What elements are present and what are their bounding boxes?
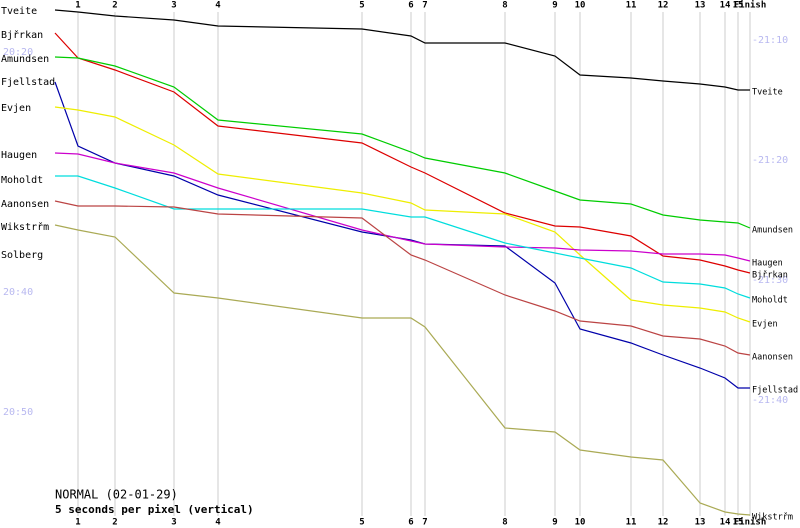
y-tick-label: 20:40 [3, 287, 33, 298]
checkpoint-label: 15 [733, 518, 744, 528]
series-line [54, 81, 750, 389]
series-label-left: Tveite [1, 6, 37, 17]
series-line [54, 200, 751, 356]
checkpoint-label: 8 [502, 518, 507, 528]
series-label-right: Amundsen [752, 226, 793, 236]
series-line [54, 224, 751, 516]
series-line [54, 106, 751, 323]
checkpoint-label: 13 [695, 1, 706, 11]
checkpoint-label: 7 [422, 518, 427, 528]
series-label-right: Bjřrkan [752, 271, 788, 281]
checkpoint-label: 11 [626, 1, 637, 11]
series-line [54, 32, 751, 274]
checkpoint-label: 3 [171, 1, 176, 11]
series-label-left: Moholdt [1, 175, 43, 186]
y2-tick-label: -21:40 [752, 395, 788, 406]
y2-tick-label: -21:30 [752, 275, 788, 286]
checkpoint-label: 4 [215, 1, 221, 11]
checkpoint-label: 13 [695, 518, 706, 528]
series-label-left: Aanonsen [1, 199, 49, 210]
checkpoint-label: 15 [733, 1, 744, 11]
checkpoint-label: 11 [626, 518, 637, 528]
series-label-left: Amundsen [1, 54, 49, 65]
series-label-right: Moholdt [752, 296, 788, 306]
checkpoint-label: 9 [552, 518, 557, 528]
checkpoint-label: 4 [215, 518, 221, 528]
checkpoint-label: 8 [502, 1, 507, 11]
checkpoint-label: 5 [359, 1, 364, 11]
series-label-right: Fjellstad [752, 386, 798, 396]
checkpoint-label: Finish [734, 0, 767, 11]
series-line [54, 9, 750, 91]
series-label-right: Aanonsen [752, 353, 793, 363]
series-label-left: Solberg [1, 250, 43, 261]
checkpoint-label: 14 [720, 1, 731, 11]
checkpoint-label: Finish [734, 517, 767, 528]
y2-tick-label: -21:20 [752, 155, 788, 166]
mode-label: NORMAL (02-01-29) [55, 488, 178, 502]
checkpoint-label: 14 [720, 518, 731, 528]
y2-tick-label: -21:10 [752, 35, 788, 46]
series-line [54, 152, 751, 262]
series-label-right: Evjen [752, 320, 778, 330]
series-label-right: Haugen [752, 259, 783, 269]
series-label-left: Wikstrřm [1, 221, 49, 233]
checkpoint-label: 1 [75, 1, 80, 11]
checkpoint-label: 6 [408, 1, 413, 11]
series-label-left: Evjen [1, 103, 31, 114]
scale-note: 5 seconds per pixel (vertical) [55, 503, 254, 516]
series-label-left: Bjřrkan [1, 29, 43, 41]
series-line [54, 56, 751, 229]
checkpoint-label: 10 [575, 518, 586, 528]
checkpoint-label: 7 [422, 1, 427, 11]
series-label-left: Fjellstad [1, 77, 55, 88]
checkpoint-label: 3 [171, 518, 176, 528]
series-label-right: Wikstrřm [752, 513, 793, 523]
y-tick-label: 20:20 [3, 47, 33, 58]
checkpoint-label: 2 [112, 1, 117, 11]
checkpoint-label: 1 [75, 518, 80, 528]
series-label-right: Tveite [752, 88, 783, 98]
checkpoint-label: 10 [575, 1, 586, 11]
y-tick-label: 20:50 [3, 407, 33, 418]
checkpoint-label: 9 [552, 1, 557, 11]
checkpoint-label: 2 [112, 518, 117, 528]
checkpoint-label: 5 [359, 518, 364, 528]
checkpoint-label: 6 [408, 518, 413, 528]
checkpoint-label: 12 [658, 518, 669, 528]
series-label-left: Haugen [1, 150, 37, 161]
series-line [55, 175, 751, 299]
checkpoint-label: 12 [658, 1, 669, 11]
